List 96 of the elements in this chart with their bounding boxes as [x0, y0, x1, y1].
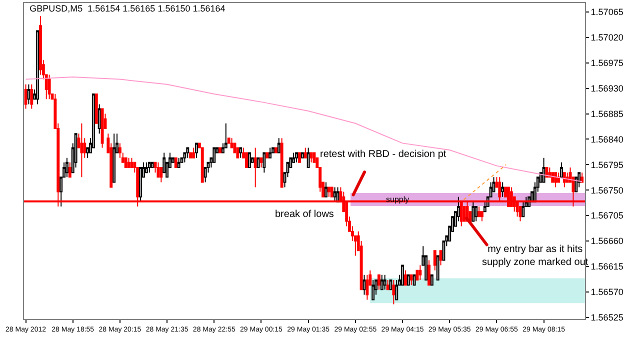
candlestick [330, 186, 334, 198]
candlestick [386, 279, 390, 290]
candlestick [192, 147, 196, 158]
candlestick [298, 152, 301, 163]
y-tick-label: 1.57020 [590, 32, 624, 43]
candlestick [554, 172, 558, 188]
candlestick [580, 172, 584, 183]
candlestick [186, 147, 190, 158]
candlestick [410, 274, 413, 286]
candlestick [277, 138, 280, 154]
candlestick [295, 152, 298, 163]
candlestick [366, 274, 369, 300]
y-tick-label: 1.56570 [590, 287, 624, 298]
candlestick [112, 133, 116, 183]
candlestick [428, 260, 430, 286]
candlestick [306, 147, 310, 168]
y-tick-label: 1.56705 [590, 210, 624, 221]
candlestick [100, 108, 104, 148]
candlestick [478, 206, 481, 218]
y-tick-label: 1.56615 [590, 262, 624, 272]
candlestick [474, 206, 478, 222]
candlestick [542, 157, 546, 183]
candlestick [266, 152, 269, 158]
candlestick [310, 152, 313, 163]
candlestick [154, 162, 157, 174]
annotation: retest with RBD - decision pt [320, 149, 446, 160]
candlestick [260, 157, 263, 168]
line-series [25, 76, 583, 182]
y-tick-label: 1.56795 [590, 160, 624, 170]
y-tick-label: 1.56525 [590, 312, 624, 322]
y-tick-label: 1.56750 [590, 185, 624, 196]
candlestick [439, 250, 442, 266]
candlestick [383, 274, 386, 290]
y-tick-label: 1.56975 [590, 58, 624, 68]
candlestick [362, 274, 366, 296]
candlestick [30, 84, 34, 110]
candlestick [327, 186, 330, 198]
candlestick [227, 138, 230, 144]
candlestick [24, 84, 28, 110]
candlestick [433, 250, 436, 271]
candlestick [80, 122, 84, 178]
candlestick [127, 157, 130, 168]
candlestick [256, 157, 260, 168]
candlestick [239, 147, 242, 158]
y-tick-label: 1.56930 [590, 84, 624, 94]
candlestick [300, 152, 304, 158]
candlestick [372, 279, 375, 300]
y-tick-label: 1.56840 [590, 134, 624, 144]
candlestick [195, 142, 198, 158]
candlestick [522, 201, 525, 218]
annotation: my entry bar as it hits supply zone marked out [482, 244, 588, 268]
candlestick [501, 182, 504, 198]
annotation: break of lows [275, 209, 334, 220]
candlestick [144, 162, 148, 174]
candlestick [156, 162, 160, 178]
candlestick [48, 74, 51, 100]
candlestick [274, 147, 278, 154]
candlestick [304, 147, 307, 158]
candlestick [65, 157, 68, 178]
candlestick [148, 162, 151, 174]
candlestick [560, 162, 563, 178]
candlestick [174, 157, 178, 168]
candlestick [262, 152, 266, 174]
candlestick [27, 84, 30, 105]
candlestick [324, 182, 328, 198]
candlestick [68, 162, 72, 178]
candlestick [395, 279, 398, 300]
candlestick [98, 104, 101, 134]
candlestick [406, 274, 410, 286]
candlestick [124, 157, 128, 168]
candlestick [333, 186, 336, 202]
candlestick [377, 274, 380, 290]
candlestick [218, 147, 222, 154]
candlestick [562, 172, 566, 188]
y-tick-label: 1.56660 [590, 236, 624, 246]
candlestick [39, 16, 42, 76]
candlestick [392, 279, 396, 305]
candlestick [36, 30, 40, 105]
y-tick-label: 1.57065 [590, 7, 624, 18]
candlestick [418, 264, 422, 280]
candlestick [94, 94, 98, 124]
candlestick [404, 270, 407, 286]
candlestick [412, 274, 416, 286]
candlestick [254, 147, 257, 188]
candlestick [280, 138, 284, 188]
candlestick [436, 255, 440, 280]
candlestick [162, 152, 166, 174]
candlestick [268, 147, 272, 158]
y-tick-label: 1.56885 [590, 108, 624, 119]
candlestick [472, 201, 475, 222]
candlestick [401, 264, 404, 286]
candlestick [430, 274, 434, 286]
candlestick [380, 274, 384, 290]
chart-title: GBPUSD,M5 1.56154 1.56165 1.56150 1.56164 [30, 3, 226, 14]
candlestick [248, 152, 251, 168]
candlestick [177, 157, 180, 168]
